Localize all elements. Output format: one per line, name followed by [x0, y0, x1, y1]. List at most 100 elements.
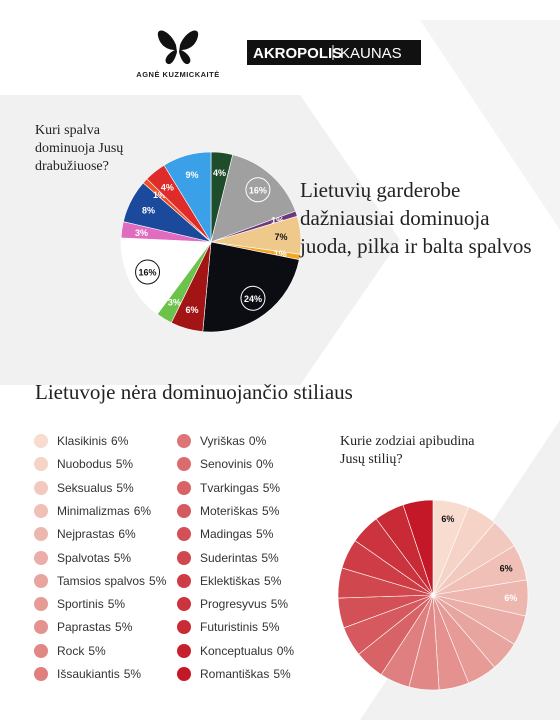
legend-item: Seksualus 5% [34, 480, 134, 495]
legend-swatch [34, 620, 48, 635]
legend-value: 5% [116, 480, 134, 495]
legend-swatch [177, 550, 191, 565]
legend-swatch [34, 503, 48, 518]
legend-item: Klasikinis 6% [34, 434, 128, 448]
legend-label: Nuobodus [57, 457, 112, 472]
legend-swatch [177, 597, 191, 612]
legend-value: 6% [111, 434, 129, 448]
legend-item: Romantiškas 5% [177, 667, 291, 681]
legend-value: 0% [248, 434, 267, 448]
city-name: KAUNAS [340, 45, 402, 62]
legend-swatch [34, 667, 48, 681]
legend-swatch [177, 667, 191, 681]
slice-label: 3% [168, 297, 181, 307]
brand-box [247, 40, 421, 65]
legend-label: Išsaukiantis [57, 667, 120, 681]
legend-item: Suderintas 5% [177, 550, 279, 565]
legend-swatch [34, 643, 48, 658]
slice-label: 6% [185, 305, 198, 315]
legend-item: Tamsios spalvos 5% [34, 573, 167, 588]
label-ring [245, 177, 271, 203]
annotation: Lietuvių garderobe dažniausiai dominuoja… [300, 178, 532, 258]
legend-swatch [34, 597, 48, 612]
legend-label: Tamsios spalvos [57, 573, 146, 588]
legend-value: 5% [261, 550, 279, 565]
butterfly-logo [157, 30, 199, 65]
legend-item: Rock 5% [34, 643, 106, 658]
background-shape [420, 20, 560, 230]
legend-label: Tvarkingas [200, 480, 259, 495]
legend-label: Sportinis [57, 597, 104, 612]
legend-label: Klasikinis [57, 434, 108, 448]
slice-label: 3% [135, 228, 148, 238]
slice-label: 1% [271, 215, 284, 225]
legend-value: 5% [115, 457, 134, 472]
legend-value: 5% [123, 667, 142, 681]
legend-swatch [177, 620, 191, 635]
legend-item: Konceptualus 0% [177, 643, 295, 658]
pie-slice [120, 237, 212, 315]
pie-slice [210, 154, 296, 243]
legend-value: 5% [113, 550, 132, 565]
slice-label: 9% [185, 170, 198, 180]
legend-swatch [177, 503, 191, 518]
pie-slice [402, 499, 434, 596]
legend-swatch [34, 434, 48, 448]
legend-item: Išsaukiantis 5% [34, 667, 141, 681]
chart-subtitle: Kurie zodziai apibudina Jusų stilių? [340, 434, 475, 467]
legend-label: Rock [57, 643, 85, 658]
slice-label: 24% [244, 294, 262, 304]
legend-label: Madingas [200, 527, 253, 542]
legend-value: 5% [262, 503, 280, 518]
legend-label: Nejprastas [57, 527, 115, 542]
legend-value: 5% [264, 573, 282, 588]
legend-swatch [177, 527, 191, 542]
label-ring [135, 259, 161, 285]
slice-label: 4% [161, 183, 174, 193]
chart-title: Kuri spalva dominuoja Jusų drabužiuose? [35, 123, 124, 174]
legend-item: Minimalizmas 6% [34, 503, 152, 518]
legend-value: 5% [262, 480, 281, 495]
legend-label: Paprastas [57, 620, 112, 635]
legend-swatch [177, 480, 191, 495]
legend-swatch [34, 573, 48, 588]
brand-name: AKROPOLIS [253, 45, 342, 62]
legend-swatch [177, 573, 191, 588]
legend-label: Konceptualus [200, 643, 273, 658]
legend-item: Vyriškas 0% [177, 434, 266, 448]
legend-value: 5% [115, 620, 133, 635]
legend-swatch [177, 643, 191, 658]
legend-label: Progresyvus [200, 597, 267, 612]
legend-item: Nuobodus 5% [34, 457, 134, 472]
legend-value: 5% [149, 573, 167, 588]
legend-item: Progresyvus 5% [177, 597, 289, 612]
legend-item: Nejprastas 6% [34, 527, 136, 542]
legend-item: Senovinis 0% [177, 457, 274, 472]
slice-label: 8% [142, 206, 155, 216]
legend-value: 6% [133, 503, 152, 518]
slice-label: 4% [213, 168, 226, 178]
legend-value: 0% [276, 643, 295, 658]
slice-label: 6% [500, 564, 513, 574]
legend-item: Futuristinis 5% [177, 620, 279, 635]
legend-value: 5% [270, 597, 289, 612]
legend-swatch [34, 480, 48, 495]
legend-item: Sportinis 5% [34, 597, 125, 612]
legend-item: Madingas 5% [177, 527, 273, 542]
slice-label: 1% [153, 190, 166, 200]
legend-label: Seksualus [57, 480, 113, 495]
legend-swatch [177, 457, 191, 472]
legend-label: Romantiškas [200, 667, 270, 681]
legend-label: Suderintas [200, 550, 258, 565]
legend-item: Tvarkingas 5% [177, 480, 281, 495]
pie-slice [163, 151, 212, 244]
legend-value: 0% [256, 457, 274, 472]
slice-label: 16% [249, 185, 267, 195]
slice-label: 1% [274, 249, 287, 259]
pie-slice [202, 241, 300, 333]
slice-label: 6% [504, 593, 517, 603]
legend-swatch [177, 434, 191, 448]
legend-label: Senovinis [200, 457, 253, 472]
legend-label: Eklektiškas [200, 573, 261, 588]
